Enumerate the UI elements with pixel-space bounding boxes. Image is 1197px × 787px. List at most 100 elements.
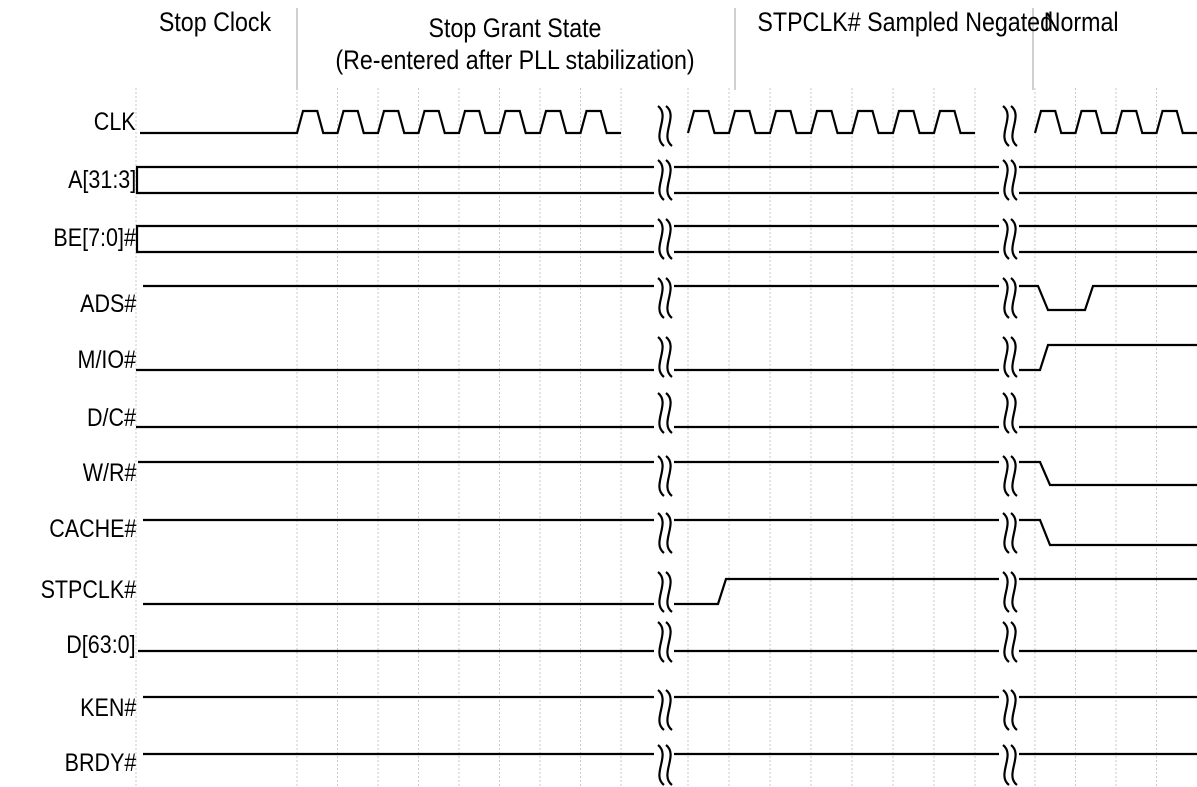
break-symbol-stroke [1010,689,1018,731]
break-symbol-stroke [657,277,665,319]
break-gap [999,102,1019,150]
waveform-clk [140,109,1197,135]
break-symbol-stroke [1010,512,1018,554]
break-gap [999,686,1019,734]
break-symbol-stroke [665,277,673,319]
break-gap [654,509,674,557]
break-symbol-stroke [657,336,665,378]
break-symbol-stroke [665,159,673,201]
break-gap [999,389,1019,437]
break-gap [654,686,674,734]
phase-label-stpclk-negated: STPCLK# Sampled Negated [757,6,1053,38]
break-symbol-stroke [1002,512,1010,554]
break-symbol-stroke [1010,571,1018,613]
break-gap [999,452,1019,500]
break-gap [654,452,674,500]
break-symbol-stroke [1002,105,1010,147]
break-symbol-stroke [1010,621,1018,663]
break-symbol-stroke [1002,621,1010,663]
waveform-ads [143,284,1197,312]
break-symbol-stroke [657,105,665,147]
signal-label-address: A[31:3] [67,166,136,194]
break-gap [654,215,674,263]
phase-label-line: Normal [1043,7,1119,37]
signal-label-clk: CLK [94,108,136,136]
break-symbol-stroke [1002,689,1010,731]
break-symbol-stroke [1002,392,1010,434]
break-gap [654,102,674,150]
break-symbol-stroke [1010,336,1018,378]
break-symbol-stroke [657,744,665,786]
break-symbol-stroke [665,392,673,434]
break-gap [999,215,1019,263]
break-symbol-stroke [1010,159,1018,201]
signal-label-dc: D/C# [87,404,136,432]
break-gap [654,741,674,787]
break-gap [654,156,674,204]
break-symbol-stroke [657,455,665,497]
signal-label-mio: M/IO# [77,346,136,374]
break-symbol-stroke [1010,392,1018,434]
break-gap [654,389,674,437]
break-symbol-stroke [665,512,673,554]
break-symbol-stroke [665,689,673,731]
waveform-stpclk [143,577,1197,606]
break-symbol-stroke [665,571,673,613]
break-symbol-stroke [1002,571,1010,613]
break-symbol-stroke [657,512,665,554]
break-gap [999,333,1019,381]
break-symbol-stroke [665,336,673,378]
phase-label-line: Stop Grant State [428,13,602,43]
break-symbol-stroke [657,159,665,201]
break-symbol-stroke [1002,159,1010,201]
break-symbol-stroke [1002,277,1010,319]
break-symbol-stroke [1010,455,1018,497]
break-gap [999,741,1019,787]
timing-gridlines [135,88,1157,787]
break-symbol-stroke [1010,218,1018,260]
signal-label-brdy: BRDY# [64,749,136,777]
break-symbol-stroke [665,455,673,497]
break-symbol-stroke [657,392,665,434]
signal-label-ads: ADS# [79,290,136,318]
waveform-mio [136,343,1197,372]
break-symbol-stroke [1002,336,1010,378]
signal-label-wr: W/R# [82,459,136,487]
break-symbol-stroke [657,621,665,663]
signal-label-byte-enable: BE[7:0]# [53,224,136,252]
phase-label-line: STPCLK# Sampled Negated [757,7,1053,37]
signal-label-stpclk: STPCLK# [40,576,136,604]
break-gap [999,156,1019,204]
break-gap [999,274,1019,322]
waveform-cache [143,518,1197,547]
phase-dividers [296,8,1034,90]
break-gap [999,509,1019,557]
break-symbol-stroke [1010,105,1018,147]
phase-label-line: Stop Clock [158,7,272,37]
break-symbol-stroke [665,218,673,260]
signal-label-data: D[63:0] [66,631,136,659]
waveform-wr [138,460,1197,487]
break-gap [654,568,674,616]
phase-label-stop-grant: Stop Grant State (Re-entered after PLL s… [330,12,700,76]
signal-label-ken: KEN# [79,694,136,722]
break-gap [999,618,1019,666]
break-gap [654,274,674,322]
break-gap [654,618,674,666]
break-symbol-stroke [665,621,673,663]
break-symbol-stroke [1002,744,1010,786]
time-break-marks [654,102,1019,787]
break-gap [999,568,1019,616]
break-symbol-stroke [1010,277,1018,319]
phase-label-normal: Normal [1044,6,1139,38]
break-symbol-stroke [1002,218,1010,260]
phase-label-stop-clock: Stop Clock [151,6,280,38]
break-symbol-stroke [657,218,665,260]
break-symbol-stroke [657,689,665,731]
break-symbol-stroke [665,105,673,147]
break-symbol-stroke [657,571,665,613]
break-symbol-stroke [665,744,673,786]
phase-label-line: (Re-entered after PLL stabilization) [335,45,695,75]
break-gap [654,333,674,381]
